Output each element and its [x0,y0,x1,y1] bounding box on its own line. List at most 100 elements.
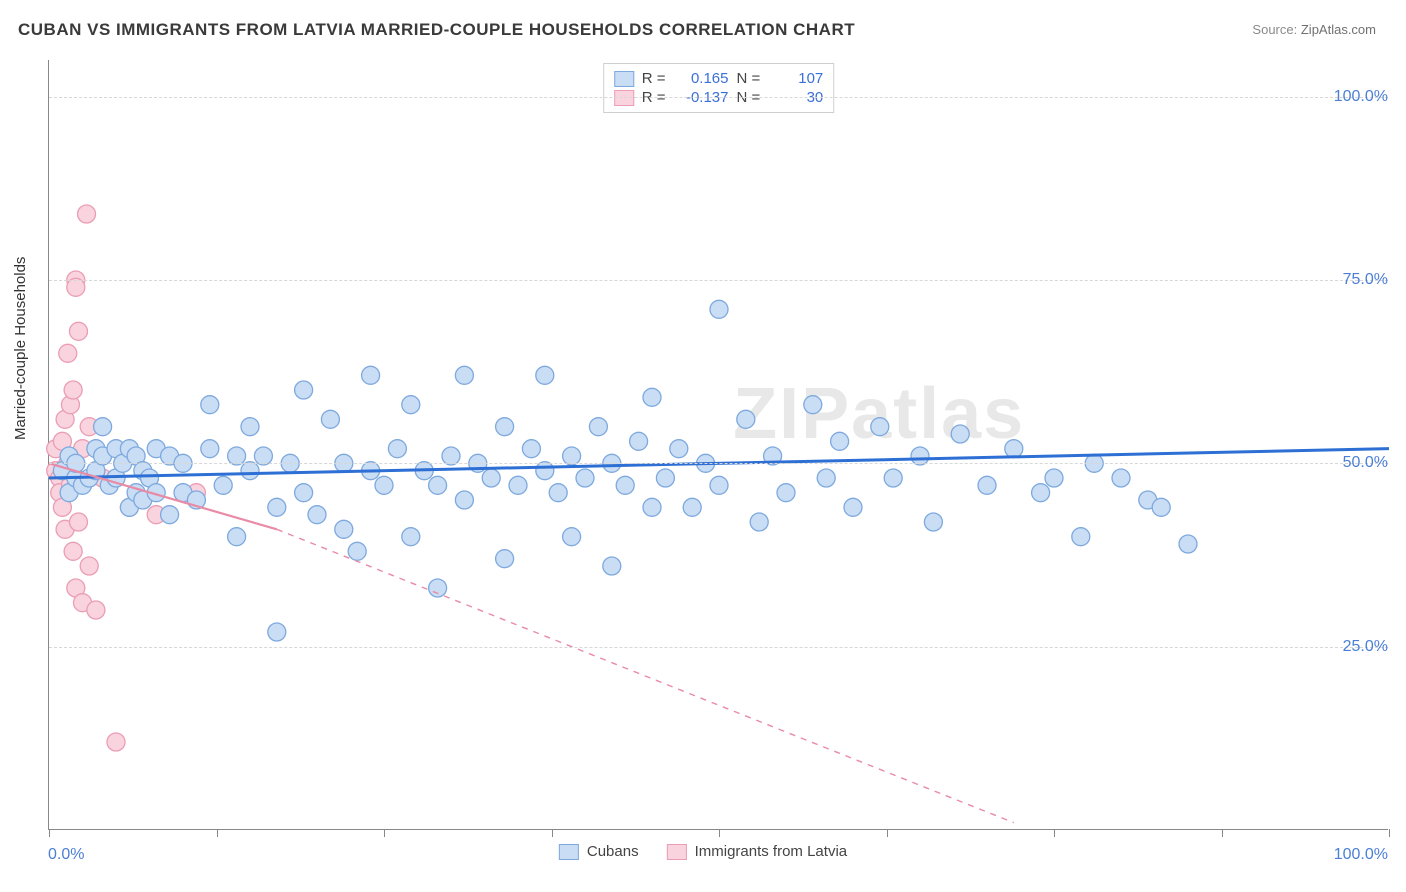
scatter-point [911,447,929,465]
scatter-point [442,447,460,465]
scatter-point [978,476,996,494]
x-tick-hundred: 100.0% [1334,846,1388,864]
scatter-point [804,396,822,414]
scatter-point [536,366,554,384]
x-tick-zero: 0.0% [48,846,84,864]
gridline-h [49,97,1388,98]
scatter-point [228,528,246,546]
x-tick [1389,829,1390,837]
scatter-point [630,432,648,450]
scatter-point [1032,484,1050,502]
scatter-point [295,381,313,399]
x-tick [49,829,50,837]
scatter-point [817,469,835,487]
series-legend: Cubans Immigrants from Latvia [559,843,847,860]
scatter-point [59,344,77,362]
scatter-point [241,462,259,480]
scatter-point [563,528,581,546]
scatter-point [348,542,366,560]
scatter-point [201,396,219,414]
x-tick [719,829,720,837]
scatter-point [576,469,594,487]
trend-line-series2-dashed [277,529,1014,822]
scatter-point [375,476,393,494]
x-tick [1054,829,1055,837]
scatter-point [402,396,420,414]
scatter-point [777,484,795,502]
scatter-point [268,498,286,516]
scatter-point [362,366,380,384]
scatter-point [536,462,554,480]
source-label: Source: [1252,22,1297,37]
scatter-point [241,418,259,436]
y-tick-label: 75.0% [1343,271,1388,289]
scatter-point [1045,469,1063,487]
scatter-point [69,322,87,340]
chart-title: CUBAN VS IMMIGRANTS FROM LATVIA MARRIED-… [18,20,855,40]
x-tick [1222,829,1223,837]
scatter-point [509,476,527,494]
x-tick [552,829,553,837]
scatter-point [228,447,246,465]
scatter-point [496,550,514,568]
scatter-point [951,425,969,443]
scatter-point [670,440,688,458]
series2-name: Immigrants from Latvia [695,843,848,860]
scatter-point [402,528,420,546]
scatter-point [871,418,889,436]
scatter-point [80,557,98,575]
scatter-point [455,366,473,384]
scatter-point [388,440,406,458]
scatter-point [522,440,540,458]
scatter-point [64,542,82,560]
scatter-point [78,205,96,223]
gridline-h [49,647,1388,648]
scatter-point [64,381,82,399]
series-legend-item-1: Cubans [559,843,639,860]
scatter-point [737,410,755,428]
x-tick [887,829,888,837]
scatter-point [603,557,621,575]
scatter-point [254,447,272,465]
source-value: ZipAtlas.com [1301,22,1376,37]
x-tick [217,829,218,837]
y-axis-label: Married-couple Households [12,257,29,440]
scatter-point [455,491,473,509]
scatter-point [710,300,728,318]
scatter-point [429,476,447,494]
scatter-point [321,410,339,428]
scatter-point [656,469,674,487]
scatter-point [67,278,85,296]
scatter-point [268,623,286,641]
scatter-point [1112,469,1130,487]
scatter-point [844,498,862,516]
scatter-point [496,418,514,436]
series1-name: Cubans [587,843,639,860]
scatter-point [295,484,313,502]
scatter-point [1072,528,1090,546]
scatter-point [201,440,219,458]
scatter-point [643,498,661,516]
x-tick [384,829,385,837]
scatter-point [482,469,500,487]
scatter-point [549,484,567,502]
y-tick-label: 25.0% [1343,638,1388,656]
scatter-point [1152,498,1170,516]
swatch-series1-bottom [559,844,579,860]
scatter-point [683,498,701,516]
source-attribution: Source: ZipAtlas.com [1252,22,1376,37]
scatter-point [214,476,232,494]
y-tick-label: 50.0% [1343,454,1388,472]
series-legend-item-2: Immigrants from Latvia [667,843,848,860]
scatter-point [831,432,849,450]
scatter-point [643,388,661,406]
scatter-point [107,733,125,751]
scatter-point [924,513,942,531]
gridline-h [49,463,1388,464]
scatter-point [308,506,326,524]
scatter-point [750,513,768,531]
scatter-point [429,579,447,597]
scatter-point [69,513,87,531]
scatter-point [1179,535,1197,553]
scatter-point [161,506,179,524]
